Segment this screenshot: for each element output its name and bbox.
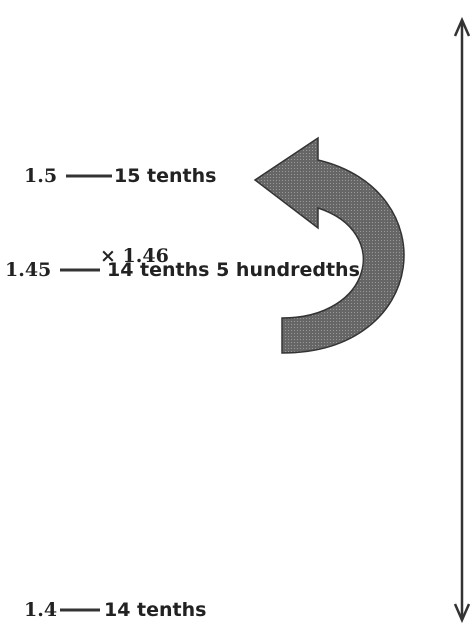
number: 1.4	[24, 599, 57, 621]
annotation: × 1.46	[100, 245, 169, 267]
label: 14 tenths	[104, 599, 206, 621]
label: 14 tenths 5 hundredths	[107, 259, 360, 281]
number: 1.45	[5, 259, 51, 281]
curved-arrow	[253, 136, 405, 354]
label: 15 tenths	[114, 165, 216, 187]
number: 1.5	[24, 165, 57, 187]
number-line	[453, 16, 471, 624]
